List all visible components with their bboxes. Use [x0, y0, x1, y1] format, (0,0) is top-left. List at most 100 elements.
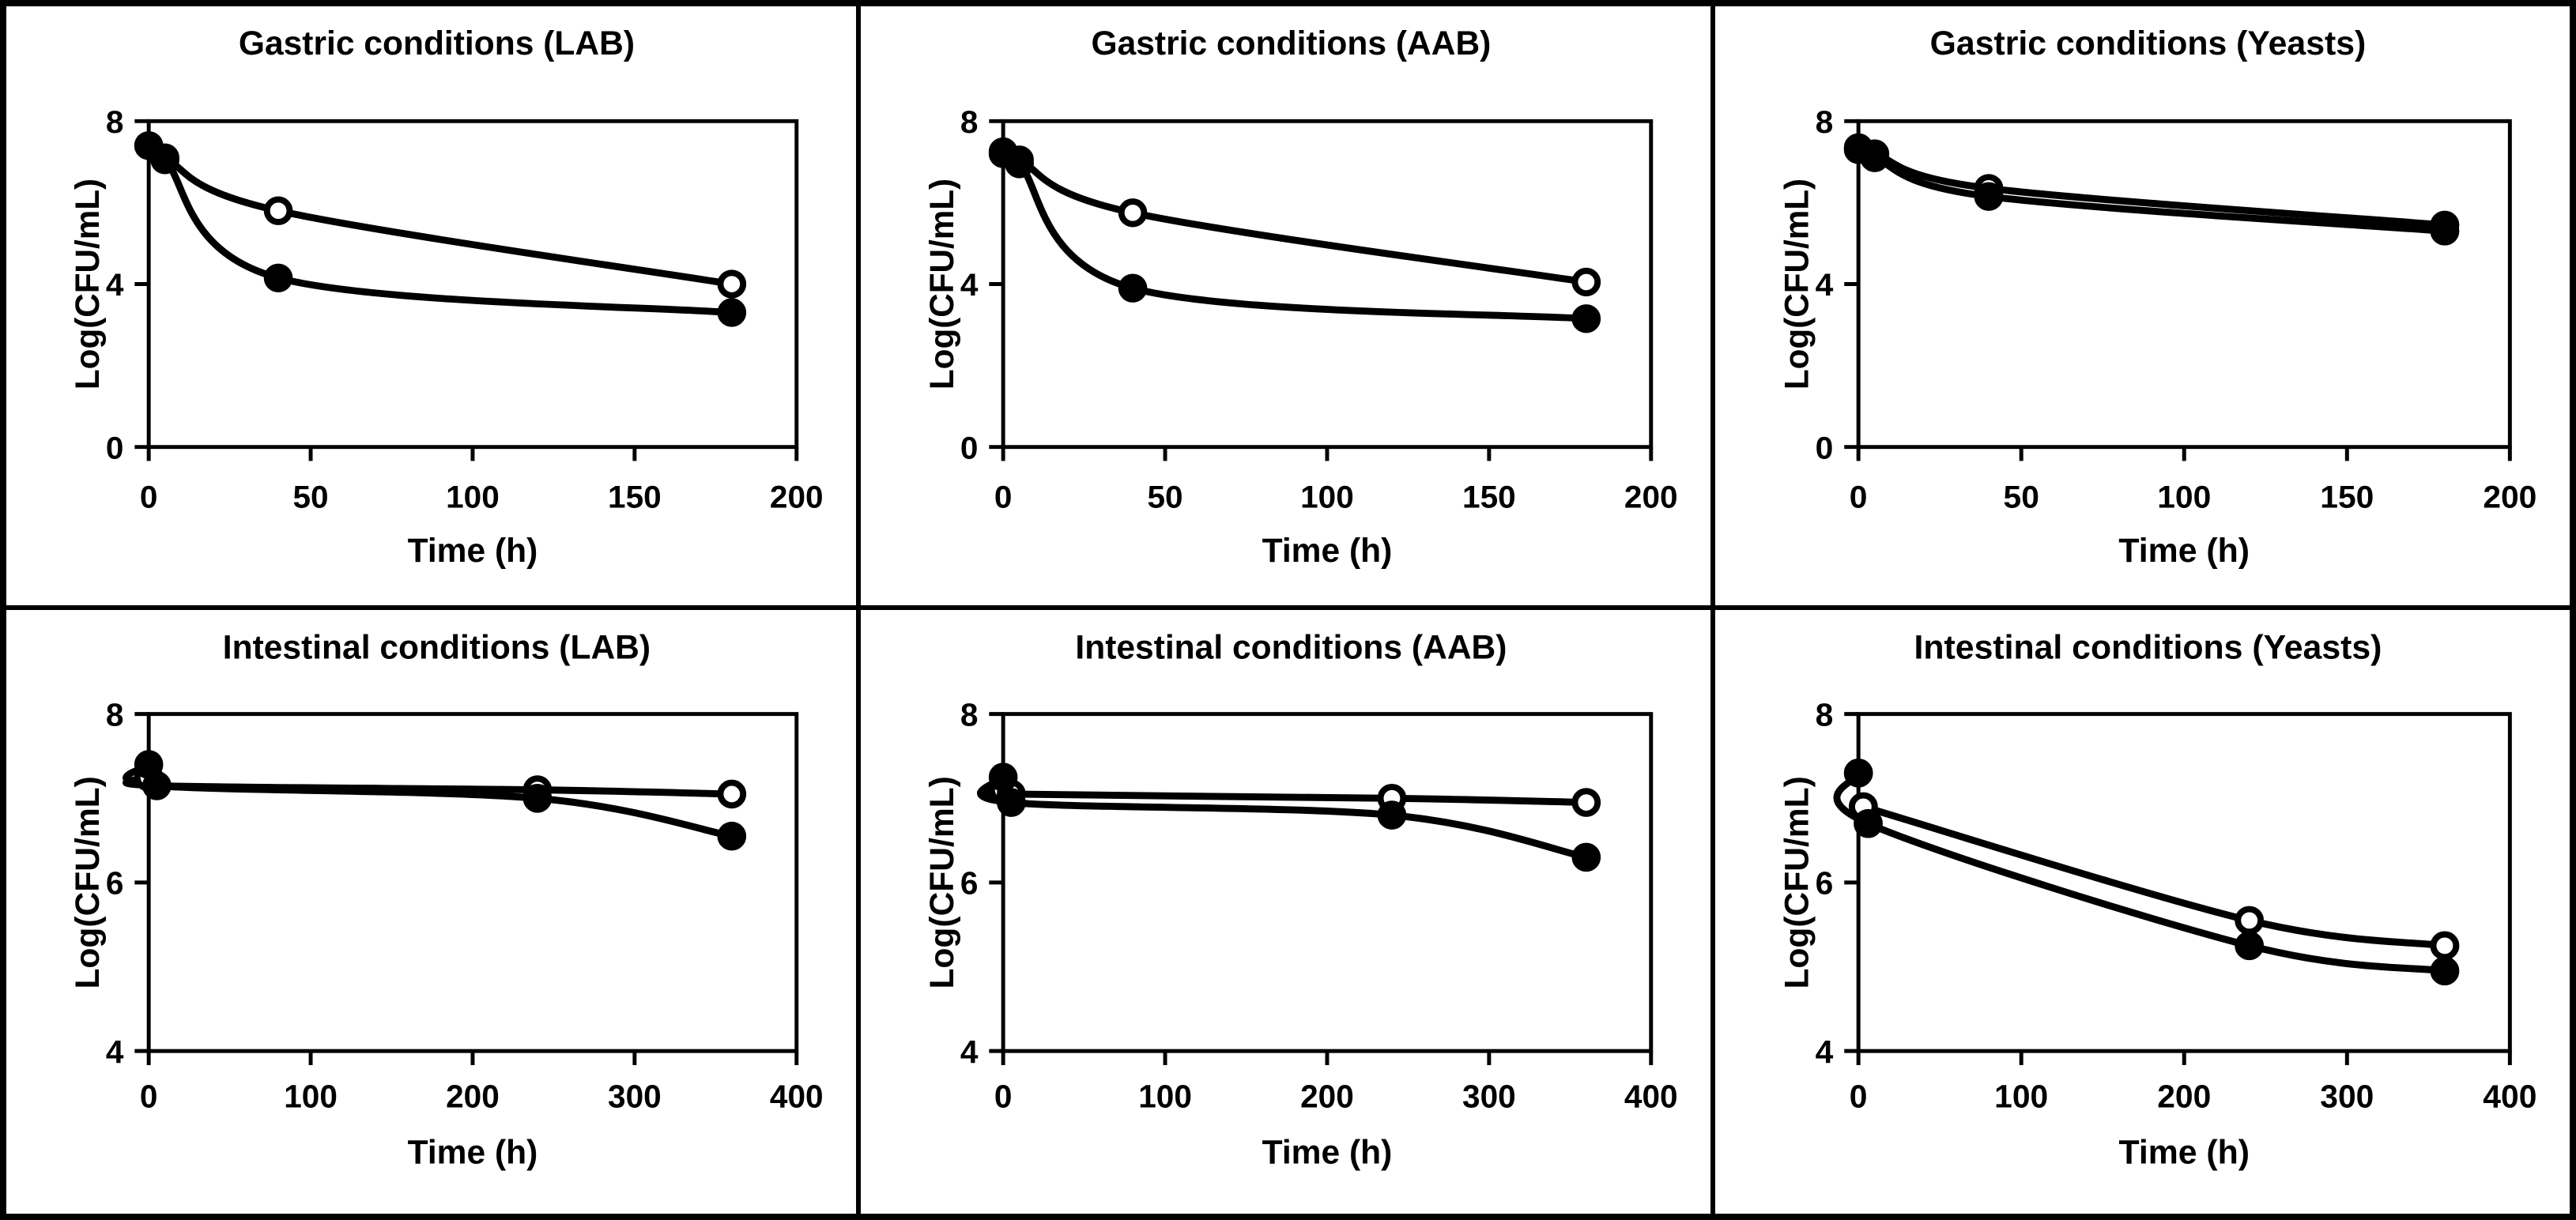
- y-axis-title: Log(CFU/mL): [1778, 776, 1816, 988]
- filled-circle-marker: [263, 263, 293, 292]
- y-axis-title: Log(CFU/mL): [1778, 179, 1816, 390]
- line-chart-intestinal-yeasts: Intestinal conditions (Yeasts) Log(CFU/m…: [1778, 628, 2536, 1172]
- open-circle-series-line: [1000, 149, 1587, 286]
- x-tick-label: 100: [1994, 1079, 2048, 1115]
- x-tick-label: 150: [608, 478, 662, 514]
- line-chart-gastric-lab: Gastric conditions (LAB) Log(CFU/mL) Tim…: [69, 24, 824, 569]
- y-axis-title: Log(CFU/mL): [69, 776, 107, 988]
- y-axis-title: Log(CFU/mL): [69, 179, 106, 390]
- filled-circle-marker: [2235, 931, 2265, 961]
- x-axis-title: Time (h): [408, 532, 538, 569]
- x-tick-label: 0: [140, 478, 158, 514]
- panel-gastric-lab: Gastric conditions (LAB) Log(CFU/mL) Tim…: [6, 6, 861, 610]
- filled-circle-marker: [1571, 304, 1601, 333]
- open-circle-marker: [2430, 931, 2460, 961]
- filled-circle-series-line: [145, 141, 733, 317]
- y-tick-label: 4: [106, 266, 124, 303]
- filled-circle-marker: [717, 821, 747, 851]
- plot-area: 8 6 40 100 200 300 400: [960, 696, 1678, 1114]
- line-chart-gastric-aab: Gastric conditions (AAB) Log(CFU/mL) Tim…: [923, 24, 1678, 569]
- panel-gastric-yeasts: Gastric conditions (Yeasts) Log(CFU/mL) …: [1715, 6, 2570, 610]
- panel-intestinal-aab: Intestinal conditions (AAB) Log(CFU/mL) …: [861, 610, 1715, 1214]
- filled-circle-marker: [717, 298, 747, 327]
- chart-title: Gastric conditions (Yeasts): [1930, 25, 2367, 62]
- open-circle-series-line: [1862, 803, 2446, 950]
- x-tick-label: 100: [284, 1078, 338, 1114]
- chart-title: Gastric conditions (LAB): [239, 24, 635, 62]
- plot-area: 8 4 00 50 100 150 200: [1816, 104, 2537, 514]
- x-tick-label: 300: [2320, 1079, 2374, 1115]
- x-tick-label: 300: [1462, 1078, 1516, 1114]
- plot-area: 8 4 00 50 100 150 200: [960, 104, 1678, 514]
- x-tick-label: 400: [2483, 1079, 2536, 1115]
- filled-circle-series-line: [977, 774, 1587, 861]
- x-tick-label: 50: [292, 478, 328, 514]
- open-circle-marker: [717, 779, 747, 809]
- x-axis-title: Time (h): [2118, 1134, 2250, 1172]
- y-tick-label: 8: [960, 104, 979, 140]
- x-tick-label: 300: [608, 1078, 662, 1114]
- line-chart-gastric-yeasts: Gastric conditions (Yeasts) Log(CFU/mL) …: [1778, 25, 2537, 570]
- open-circle-marker: [1571, 267, 1601, 297]
- chart-title: Intestinal conditions (LAB): [223, 628, 651, 666]
- x-axis-title: Time (h): [1262, 1134, 1393, 1172]
- x-axis-title: Time (h): [2118, 533, 2250, 570]
- panel-intestinal-yeasts: Intestinal conditions (Yeasts) Log(CFU/m…: [1715, 610, 2570, 1214]
- open-circle-marker: [1571, 788, 1601, 817]
- plot-frame: [1856, 119, 2512, 450]
- x-tick-label: 100: [1300, 478, 1354, 514]
- plot-frame: [1001, 119, 1654, 450]
- y-tick-label: 4: [1816, 266, 1834, 303]
- y-tick-label: 0: [106, 430, 124, 466]
- x-tick-label: 0: [1850, 1079, 1868, 1115]
- panel-intestinal-lab: Intestinal conditions (LAB) Log(CFU/mL) …: [6, 610, 861, 1214]
- line-chart-intestinal-aab: Intestinal conditions (AAB) Log(CFU/mL) …: [923, 628, 1678, 1172]
- x-tick-label: 100: [2157, 479, 2211, 515]
- plot-area: 8 4 00 50 100 150 200: [106, 104, 824, 514]
- y-tick-label: 0: [960, 430, 979, 466]
- y-tick-label: 8: [1816, 697, 1834, 733]
- open-circle-marker: [263, 196, 293, 225]
- y-tick-label: 4: [960, 266, 979, 303]
- y-tick-label: 0: [1816, 430, 1834, 466]
- plot-frame: [146, 712, 799, 1053]
- y-tick-label: 8: [106, 104, 124, 140]
- line-chart-intestinal-lab: Intestinal conditions (LAB) Log(CFU/mL) …: [69, 628, 824, 1171]
- chart-title: Intestinal conditions (AAB): [1075, 628, 1507, 666]
- y-axis-title: Log(CFU/mL): [923, 776, 961, 988]
- x-tick-label: 150: [2320, 479, 2374, 515]
- filled-circle-series-line: [1833, 772, 2446, 975]
- x-tick-label: 150: [1462, 478, 1516, 514]
- plot-frame: [1856, 712, 2512, 1053]
- y-tick-label: 8: [960, 696, 979, 732]
- filled-circle-marker: [1005, 149, 1034, 179]
- x-tick-label: 50: [2004, 479, 2039, 515]
- filled-circle-marker: [2430, 217, 2460, 246]
- x-tick-label: 400: [770, 1078, 824, 1114]
- panel-gastric-aab: Gastric conditions (AAB) Log(CFU/mL) Tim…: [861, 6, 1715, 610]
- open-circle-marker: [717, 269, 747, 299]
- y-tick-label: 8: [1816, 104, 1834, 140]
- filled-circle-marker: [1854, 808, 1883, 838]
- x-tick-label: 100: [1138, 1078, 1192, 1114]
- y-axis-title: Log(CFU/mL): [923, 179, 960, 390]
- filled-circle-marker: [2430, 956, 2460, 986]
- filled-circle-series-line: [1000, 147, 1587, 322]
- y-tick-label: 4: [960, 1034, 979, 1070]
- chart-title: Intestinal conditions (Yeasts): [1914, 628, 2382, 666]
- x-tick-label: 50: [1147, 478, 1182, 514]
- x-axis-title: Time (h): [1262, 532, 1393, 569]
- x-tick-label: 200: [1300, 1078, 1354, 1114]
- x-tick-label: 200: [2157, 1079, 2211, 1115]
- y-tick-label: 6: [960, 865, 979, 902]
- filled-circle-marker: [1860, 143, 1890, 172]
- x-tick-label: 400: [1624, 1078, 1678, 1114]
- y-tick-label: 8: [106, 696, 124, 732]
- x-tick-label: 200: [1624, 478, 1678, 514]
- x-tick-label: 100: [446, 478, 500, 514]
- x-tick-label: 0: [994, 478, 1013, 514]
- filled-circle-marker: [1377, 800, 1407, 830]
- x-tick-label: 200: [770, 478, 824, 514]
- plot-frame: [1001, 712, 1654, 1053]
